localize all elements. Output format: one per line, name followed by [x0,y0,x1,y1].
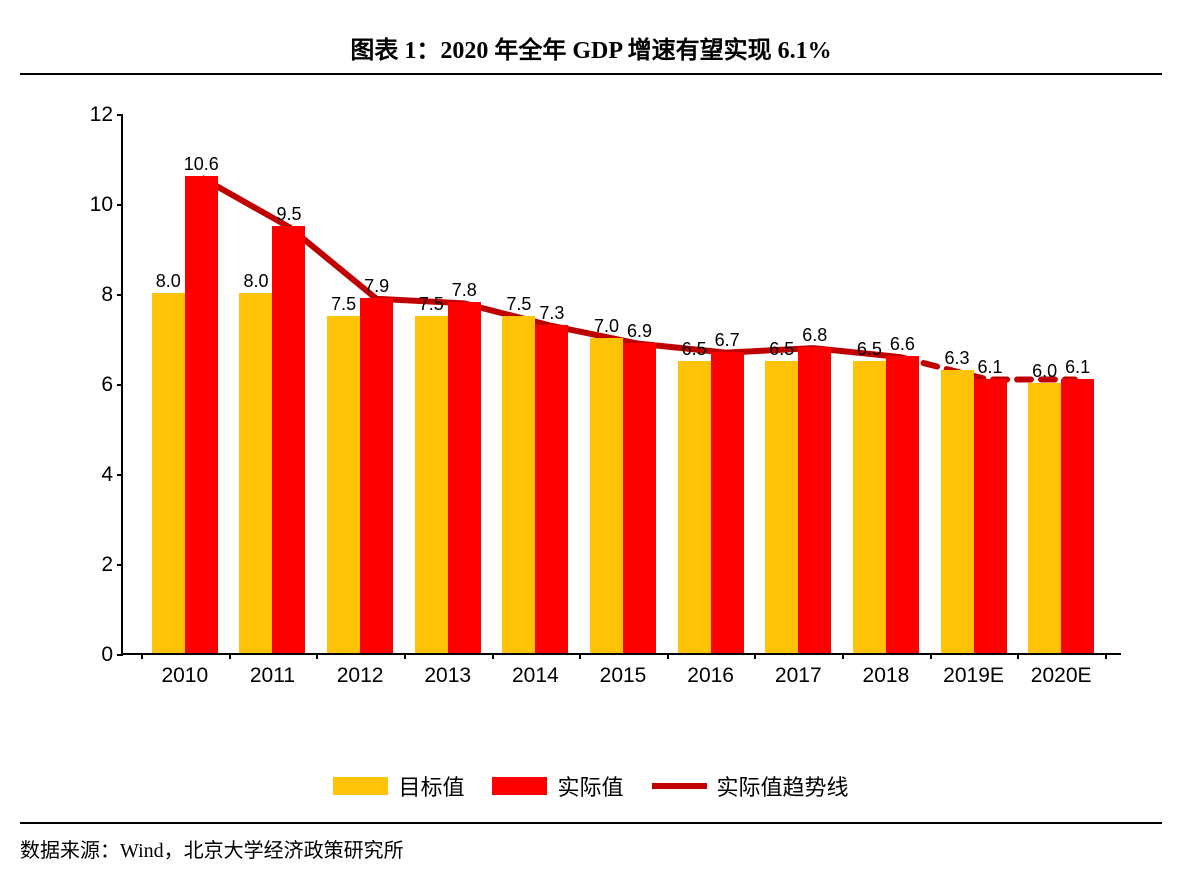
legend-item-actual: 实际值 [492,770,623,802]
legend-item-target: 目标值 [333,770,464,802]
bar-target [853,361,886,654]
bar-actual [448,302,481,653]
data-source: 数据来源：Wind，北京大学经济政策研究所 [20,834,1162,863]
value-label-target: 8.0 [156,271,181,292]
bar-actual [711,352,744,654]
bar-target [590,338,623,653]
bar-actual [185,176,218,653]
x-tick-mark [404,653,406,659]
value-label-actual: 6.1 [1065,357,1090,378]
bar-target [765,361,798,654]
bar-actual [535,325,568,654]
y-tick-mark [117,204,123,206]
x-axis-label: 2010 [161,664,208,688]
bar-target [239,293,272,653]
bar-target [941,370,974,654]
plot-area: 02468101220108.010.620118.09.520127.57.9… [121,115,1121,655]
y-tick-mark [117,564,123,566]
bar-actual [360,298,393,654]
x-axis-label: 2015 [600,664,647,688]
x-axis-label: 2016 [687,664,734,688]
bar-target [502,316,535,654]
x-tick-mark [229,653,231,659]
value-label-target: 6.3 [945,348,970,369]
y-tick-mark [117,474,123,476]
legend-swatch-actual [492,777,547,795]
value-label-target: 7.5 [506,294,531,315]
y-tick-label: 12 [68,103,113,127]
x-axis-label: 2020E [1031,664,1092,688]
value-label-target: 6.5 [769,339,794,360]
x-axis-label: 2011 [250,664,295,688]
y-tick-mark [117,114,123,116]
value-label-actual: 7.8 [452,280,477,301]
legend-item-trend: 实际值趋势线 [652,770,849,802]
x-axis-label: 2013 [424,664,471,688]
x-tick-mark [492,653,494,659]
legend-label-trend: 实际值趋势线 [717,770,849,802]
bar-target [327,316,360,654]
chart-container: 0 2 4 6 8 10 12 2010 8.0 10.6 2011 8.0 9.5 2012 7.5 7.9… [41,105,1141,725]
value-label-target: 6.0 [1032,361,1057,382]
chart-title: 图表 1：2020 年全年 GDP 增速有望实现 6.1% [20,30,1162,65]
y-tick-label: 10 [68,193,113,217]
value-label-target: 8.0 [243,271,268,292]
value-label-actual: 6.6 [890,334,915,355]
bar-target [1028,383,1061,653]
y-tick-label: 8 [68,283,113,307]
y-tick-label: 6 [68,373,113,397]
x-tick-mark [1017,653,1019,659]
bar-actual [798,347,831,653]
legend-label-actual: 实际值 [557,770,623,802]
x-tick-mark [842,653,844,659]
x-tick-mark [316,653,318,659]
x-tick-mark [1105,653,1107,659]
bottom-rule [20,822,1162,824]
x-axis-label: 2019E [943,664,1004,688]
y-tick-label: 2 [68,553,113,577]
x-tick-mark [667,653,669,659]
y-tick-label: 0 [68,643,113,667]
bar-actual [1061,379,1094,654]
legend: 目标值 实际值 实际值趋势线 [20,770,1162,802]
top-rule [20,73,1162,75]
value-label-actual: 10.6 [184,154,219,175]
value-label-actual: 6.8 [802,325,827,346]
x-axis-label: 2018 [863,664,910,688]
y-tick-label: 4 [68,463,113,487]
value-label-target: 6.5 [682,339,707,360]
x-tick-mark [579,653,581,659]
value-label-actual: 9.5 [276,204,301,225]
x-axis-label: 2014 [512,664,559,688]
x-axis-label: 2012 [337,664,384,688]
legend-swatch-trend [652,783,707,789]
value-label-target: 6.5 [857,339,882,360]
bar-actual [272,226,305,654]
bar-actual [886,356,919,653]
bar-actual [974,379,1007,654]
value-label-actual: 7.3 [539,303,564,324]
x-tick-mark [141,653,143,659]
value-label-target: 7.0 [594,316,619,337]
value-label-actual: 6.7 [715,330,740,351]
x-tick-mark [930,653,932,659]
value-label-target: 7.5 [419,294,444,315]
legend-label-target: 目标值 [398,770,464,802]
bar-target [415,316,448,654]
value-label-actual: 6.9 [627,321,652,342]
value-label-target: 7.5 [331,294,356,315]
bar-target [678,361,711,654]
y-tick-mark [117,384,123,386]
y-tick-mark [117,654,123,656]
value-label-actual: 7.9 [364,276,389,297]
legend-swatch-target [333,777,388,795]
value-label-actual: 6.1 [978,357,1003,378]
x-axis-label: 2017 [775,664,822,688]
bar-actual [623,343,656,654]
y-tick-mark [117,294,123,296]
x-tick-mark [754,653,756,659]
bar-target [152,293,185,653]
